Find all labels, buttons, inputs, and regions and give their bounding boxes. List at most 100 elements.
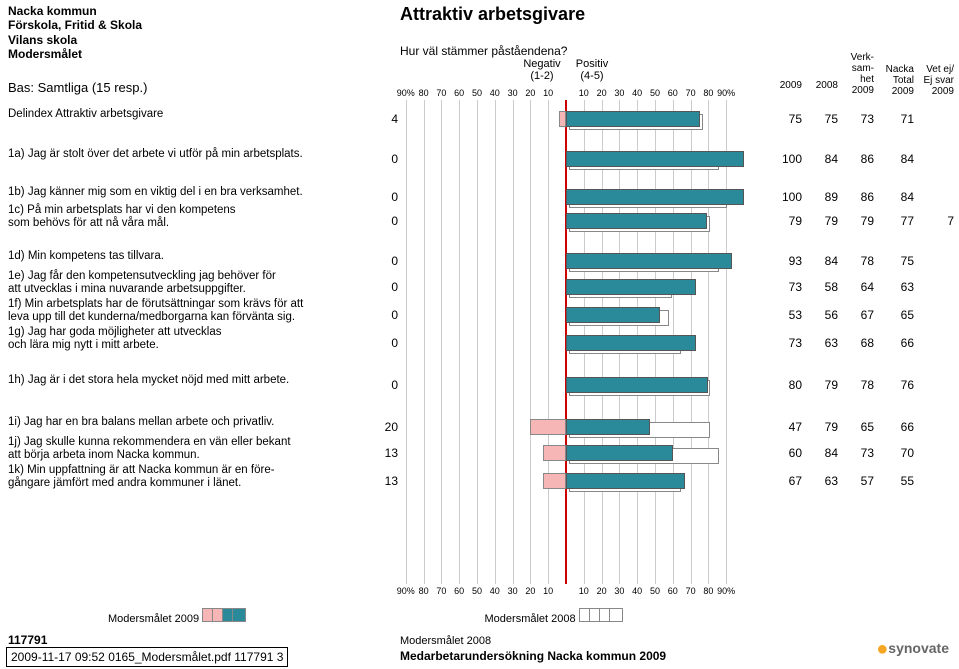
- row-value-col-5: 7: [918, 214, 954, 228]
- row-neg-value: 13: [372, 446, 398, 460]
- row-label: 1c) På min arbetsplats har vi den kompet…: [8, 204, 368, 229]
- bar-positive-2009: [566, 189, 744, 205]
- negative-axis-label: Negativ (1-2): [517, 58, 567, 82]
- bar-positive-2009: [566, 419, 650, 435]
- org-line-1: Nacka kommun: [8, 4, 142, 18]
- row-value-col-1: 100: [766, 152, 802, 166]
- row-value-col-3: 67: [838, 308, 874, 322]
- row-label: 1f) Min arbetsplats har de förutsättning…: [8, 298, 368, 323]
- row-neg-value: 0: [372, 190, 398, 204]
- row-value-col-3: 64: [838, 280, 874, 294]
- org-line-3: Vilans skola: [8, 33, 142, 47]
- row-value-col-4: 76: [878, 378, 914, 392]
- row-value-col-3: 73: [838, 446, 874, 460]
- positive-axis-label: Positiv (4-5): [567, 58, 617, 82]
- row-value-col-2: 84: [802, 152, 838, 166]
- row-value-col-3: 68: [838, 336, 874, 350]
- bar-positive-2009: [566, 279, 696, 295]
- row-value-col-1: 93: [766, 254, 802, 268]
- chart-row: 1a) Jag är stolt över det arbete vi utfö…: [0, 148, 959, 176]
- legend: Modersmålet 2009 Modersmålet 2008: [108, 608, 623, 625]
- footer-file: 2009-11-17 09:52 0165_Modersmålet.pdf 11…: [11, 650, 283, 664]
- axis-tick: 10: [536, 88, 560, 98]
- bar-positive-2009: [566, 253, 732, 269]
- row-value-col-1: 80: [766, 378, 802, 392]
- logo-text: synovate: [888, 640, 949, 656]
- row-value-col-2: 89: [802, 190, 838, 204]
- row-value-col-1: 79: [766, 214, 802, 228]
- row-label: 1e) Jag får den kompetensutveckling jag …: [8, 270, 368, 295]
- col-head-nacka-total: Nacka Total 2009: [872, 64, 914, 97]
- row-label: 1i) Jag har en bra balans mellan arbete …: [8, 416, 368, 429]
- row-neg-value: 0: [372, 254, 398, 268]
- row-value-col-4: 71: [878, 112, 914, 126]
- row-value-col-3: 78: [838, 378, 874, 392]
- row-value-col-1: 75: [766, 112, 802, 126]
- axis-tick: 10: [536, 586, 560, 596]
- row-value-col-4: 84: [878, 190, 914, 204]
- org-line-2: Förskola, Fritid & Skola: [8, 18, 142, 32]
- base-label: Bas: Samtliga (15 resp.): [8, 80, 147, 95]
- legend-2008-label: Modersmålet 2008: [485, 613, 576, 625]
- row-neg-value: 0: [372, 308, 398, 322]
- axis-tick: 90%: [714, 586, 738, 596]
- bar-positive-2009: [566, 335, 696, 351]
- row-label: 1g) Jag har goda möjligheter att utveckl…: [8, 326, 368, 351]
- row-value-col-4: 55: [878, 474, 914, 488]
- legend-2009-label: Modersmålet 2009: [108, 613, 199, 625]
- row-value-col-1: 100: [766, 190, 802, 204]
- chart-row: Delindex Attraktiv arbetsgivare475757371: [0, 108, 959, 136]
- bar-positive-2009: [566, 213, 707, 229]
- col-head-verksamhet: Verk- sam- het 2009: [832, 52, 874, 96]
- bar-negative-2009: [559, 111, 566, 127]
- row-value-col-4: 65: [878, 308, 914, 322]
- row-value-col-2: 75: [802, 112, 838, 126]
- bar-negative-2009: [530, 419, 566, 435]
- row-value-col-1: 60: [766, 446, 802, 460]
- row-neg-value: 13: [372, 474, 398, 488]
- bar-positive-2009: [566, 307, 660, 323]
- header-org: Nacka kommun Förskola, Fritid & Skola Vi…: [8, 4, 142, 62]
- row-value-col-2: 56: [802, 308, 838, 322]
- bar-negative-2009: [543, 445, 566, 461]
- row-value-col-4: 66: [878, 420, 914, 434]
- legend-2009-swatch: [202, 608, 246, 622]
- row-value-col-2: 79: [802, 378, 838, 392]
- row-label: 1d) Min kompetens tas tillvara.: [8, 250, 368, 263]
- row-value-col-1: 67: [766, 474, 802, 488]
- row-value-col-1: 73: [766, 280, 802, 294]
- row-label: 1h) Jag är i det stora hela mycket nöjd …: [8, 374, 368, 387]
- row-value-col-2: 79: [802, 214, 838, 228]
- row-value-col-3: 86: [838, 190, 874, 204]
- chart-row: 1h) Jag är i det stora hela mycket nöjd …: [0, 374, 959, 402]
- col-head-2009: 2009: [762, 80, 802, 91]
- row-value-col-2: 58: [802, 280, 838, 294]
- row-value-col-2: 79: [802, 420, 838, 434]
- row-value-col-3: 73: [838, 112, 874, 126]
- bar-positive-2009: [566, 151, 744, 167]
- row-neg-value: 20: [372, 420, 398, 434]
- row-label: 1j) Jag skulle kunna rekommendera en vän…: [8, 436, 368, 461]
- org-line-4: Modersmålet: [8, 47, 142, 61]
- chart-row: 1k) Min uppfattning är att Nacka kommun …: [0, 470, 959, 498]
- footer-filebox: 2009-11-17 09:52 0165_Modersmålet.pdf 11…: [6, 647, 288, 667]
- legend-2008-swatch: [579, 608, 623, 622]
- row-value-col-4: 75: [878, 254, 914, 268]
- bar-positive-2009: [566, 473, 685, 489]
- row-neg-value: 0: [372, 152, 398, 166]
- row-value-col-2: 84: [802, 254, 838, 268]
- row-value-col-3: 86: [838, 152, 874, 166]
- row-value-col-3: 57: [838, 474, 874, 488]
- bar-negative-2009: [543, 473, 566, 489]
- footer-center-label: Modersmålet 2008: [400, 635, 491, 647]
- row-value-col-4: 66: [878, 336, 914, 350]
- row-value-col-4: 77: [878, 214, 914, 228]
- logo-dot-icon: ●: [876, 638, 888, 660]
- row-value-col-4: 70: [878, 446, 914, 460]
- row-value-col-2: 63: [802, 336, 838, 350]
- row-value-col-1: 73: [766, 336, 802, 350]
- bar-positive-2009: [566, 445, 673, 461]
- page-subtitle: Hur väl stämmer påståendena?: [400, 44, 567, 58]
- row-value-col-4: 84: [878, 152, 914, 166]
- bar-positive-2009: [566, 377, 708, 393]
